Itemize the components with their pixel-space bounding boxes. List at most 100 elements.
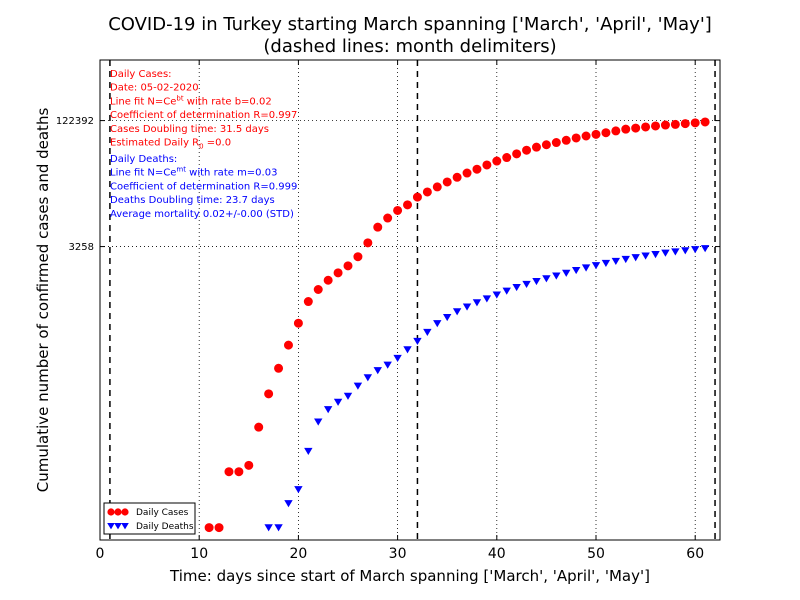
cases-point	[670, 119, 680, 129]
plot-frame	[99, 59, 721, 541]
deaths-point	[641, 252, 650, 260]
cases-point	[651, 121, 661, 131]
deaths-point	[661, 249, 670, 257]
deaths-point	[393, 354, 402, 363]
cases-point	[660, 120, 670, 130]
annotation-line: Estimated Daily R0​ =0.0	[110, 138, 231, 151]
cases-point	[680, 119, 690, 129]
cases-point	[502, 153, 512, 163]
deaths-point	[621, 255, 630, 264]
cases-point	[531, 142, 541, 152]
deaths-point	[413, 337, 422, 345]
deaths-point	[333, 398, 343, 406]
cases-point	[412, 192, 422, 202]
y-axis-label: Cumulative number of confirmed cases and…	[34, 108, 52, 493]
legend-deaths-marker	[107, 522, 115, 530]
deaths-point	[452, 308, 462, 316]
cases-point	[472, 164, 482, 174]
cases-point	[631, 123, 641, 133]
deaths-point	[601, 259, 611, 268]
cases-point	[452, 172, 462, 182]
deaths-point	[423, 328, 432, 336]
deaths-point	[343, 392, 353, 400]
cases-point	[641, 122, 651, 132]
cases-point	[403, 200, 413, 210]
deaths-point	[433, 320, 442, 328]
deaths-point	[373, 367, 382, 375]
cases-point	[234, 467, 244, 477]
cases-point	[343, 261, 353, 271]
cases-point	[601, 128, 611, 138]
deaths-point	[591, 262, 601, 270]
cases-point	[690, 118, 700, 128]
legend: Daily Cases Daily Deaths	[103, 502, 196, 535]
x-axis-label: Time: days since start of March spanning…	[169, 567, 650, 585]
x-tick-label: 30	[389, 546, 407, 562]
deaths-point	[700, 245, 710, 253]
y-tick-label: 3258	[69, 242, 94, 253]
cases-point	[333, 268, 343, 278]
cases-point	[611, 126, 621, 136]
x-tick-label: 50	[587, 546, 605, 562]
cases-point	[522, 145, 532, 155]
deaths-point	[274, 524, 283, 532]
deaths-point	[323, 406, 333, 414]
cases-point	[313, 284, 323, 294]
deaths-point	[611, 257, 621, 265]
cases-point	[214, 523, 224, 533]
deaths-point	[284, 500, 293, 508]
chart-title: COVID-19 in Turkey starting March spanni…	[108, 14, 712, 35]
legend-label-cases: Daily Cases	[136, 508, 189, 518]
cases-point	[541, 140, 551, 150]
legend-label-deaths: Daily Deaths	[136, 522, 194, 532]
legend-cases-marker	[114, 508, 122, 516]
cases-point	[621, 124, 631, 134]
deaths-point	[314, 418, 323, 426]
x-tick-label: 10	[190, 546, 208, 562]
annotation-line: Line fit N=Cebt​ with rate b=0.02	[110, 94, 272, 107]
cases-point	[462, 168, 472, 178]
deaths-point	[492, 291, 501, 299]
deaths-point	[383, 361, 392, 369]
deaths-point	[304, 447, 313, 456]
x-tick-label: 40	[488, 546, 506, 562]
deaths-point	[581, 264, 591, 272]
cases-point	[591, 129, 601, 139]
cases-point	[283, 340, 293, 350]
cases-point	[224, 467, 234, 477]
cases-point	[254, 422, 264, 432]
cases-point	[264, 389, 274, 399]
deaths-point	[691, 246, 700, 254]
y-tick-label: 122392	[56, 116, 94, 127]
deaths-point	[472, 299, 482, 307]
deaths-point	[363, 374, 373, 382]
annotation-line: Coefficient of determination R=0.997	[110, 110, 297, 121]
deaths-point	[562, 269, 571, 277]
legend-deaths-marker	[114, 522, 122, 530]
cases-point	[432, 182, 442, 192]
deaths-point	[631, 254, 640, 262]
deaths-point	[681, 247, 690, 255]
cases-point	[571, 133, 581, 143]
deaths-point	[671, 248, 680, 256]
annotation-line: Date: 05-02-2020	[110, 83, 199, 94]
cases-point	[293, 318, 303, 328]
cases-point	[353, 252, 363, 262]
cases-point	[422, 187, 432, 197]
annotation-line: Average mortality 0.02+/-0.00 (STD)	[110, 209, 294, 220]
annotation-line: Line fit N=Cemt​ with rate m=0.03	[110, 166, 277, 179]
legend-cases-marker	[107, 508, 115, 516]
cases-point	[274, 363, 284, 373]
deaths-point	[502, 287, 511, 295]
cases-point	[561, 135, 571, 145]
chart-subtitle: (dashed lines: month delimiters)	[263, 36, 556, 57]
deaths-point	[403, 346, 412, 354]
cases-point	[581, 131, 591, 141]
cases-point	[373, 222, 383, 232]
deaths-point	[482, 295, 492, 303]
cases-point	[303, 297, 313, 307]
cases-point	[492, 156, 502, 166]
cases-point	[482, 160, 492, 170]
